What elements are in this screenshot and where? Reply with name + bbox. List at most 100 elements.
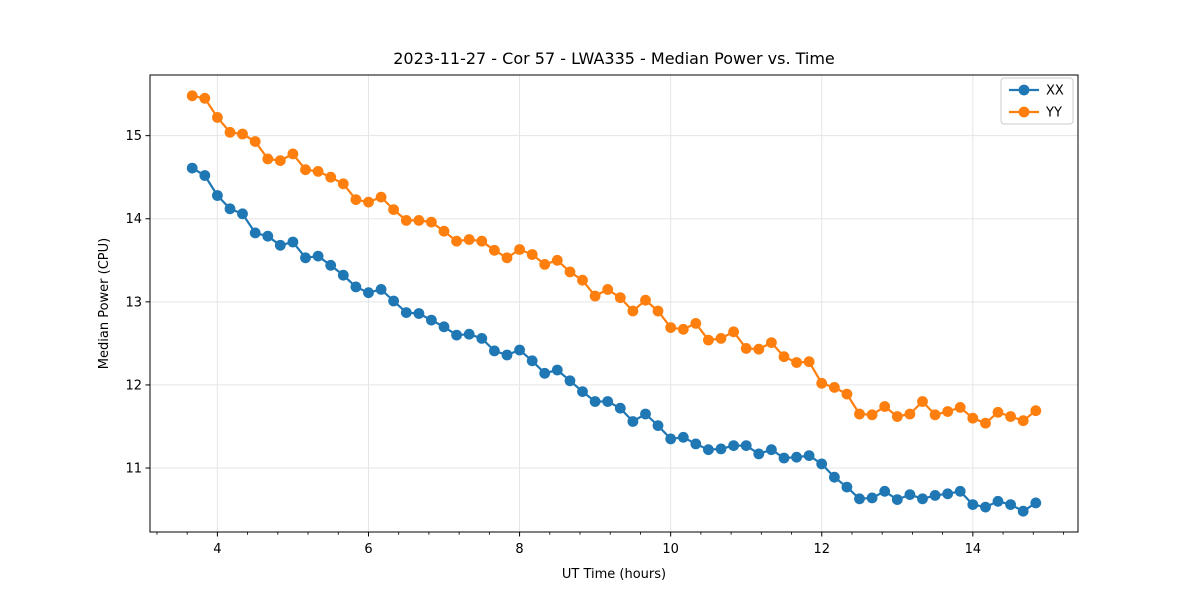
data-point-yy	[816, 377, 828, 389]
data-point-xx	[690, 438, 702, 450]
chart-title: 2023-11-27 - Cor 57 - LWA335 - Median Po…	[393, 49, 835, 68]
data-point-xx	[514, 344, 525, 356]
data-point-yy	[237, 128, 248, 140]
data-point-xx	[539, 367, 551, 379]
data-point-yy	[564, 266, 576, 278]
data-point-yy	[514, 244, 525, 255]
data-point-xx	[803, 450, 815, 461]
data-point-yy	[413, 215, 425, 226]
data-point-xx	[476, 333, 488, 344]
data-point-xx	[451, 329, 462, 341]
data-point-xx	[426, 314, 437, 326]
grid-layer	[150, 75, 1078, 532]
data-point-xx	[287, 236, 299, 248]
data-layer	[186, 90, 1042, 517]
x-axis-label: UT Time (hours)	[562, 567, 666, 582]
x-tick-label: 14	[965, 542, 982, 557]
data-point-yy	[476, 235, 488, 247]
data-point-yy	[1030, 405, 1042, 417]
y-axis-label: Median Power (CPU)	[97, 238, 112, 369]
data-point-xx	[980, 501, 991, 513]
data-point-xx	[400, 307, 412, 318]
data-point-xx	[728, 440, 739, 451]
data-point-xx	[1017, 505, 1029, 517]
data-point-yy	[879, 401, 891, 412]
data-point-yy	[829, 382, 840, 393]
data-point-xx	[463, 328, 475, 340]
data-point-xx	[438, 321, 450, 333]
data-point-yy	[627, 305, 639, 317]
legend-marker-yy	[1018, 106, 1030, 118]
axes-layer	[149, 74, 1079, 533]
data-point-xx	[350, 281, 362, 293]
data-point-yy	[917, 396, 928, 407]
data-point-yy	[388, 204, 399, 216]
data-point-yy	[1017, 415, 1029, 427]
data-point-xx	[929, 490, 941, 501]
data-point-xx	[413, 308, 425, 319]
data-point-yy	[1005, 411, 1016, 422]
data-point-xx	[274, 239, 286, 251]
data-point-xx	[891, 494, 903, 505]
plot-box	[149, 74, 1079, 533]
data-point-yy	[426, 216, 437, 228]
data-point-xx	[312, 250, 324, 262]
data-point-yy	[249, 136, 261, 147]
data-point-xx	[753, 448, 765, 460]
data-point-yy	[577, 274, 588, 286]
data-point-yy	[274, 155, 286, 167]
data-point-xx	[967, 499, 979, 510]
data-point-yy	[652, 305, 664, 317]
data-point-xx	[816, 458, 828, 470]
y-tick-label: 11	[125, 462, 142, 477]
data-point-yy	[589, 290, 601, 302]
legend-marker-xx	[1018, 84, 1030, 96]
data-point-yy	[967, 412, 979, 424]
data-point-yy	[300, 164, 311, 176]
data-point-yy	[715, 333, 727, 344]
data-point-yy	[690, 318, 702, 329]
data-point-yy	[778, 351, 790, 363]
x-tick-label: 12	[813, 542, 830, 557]
data-point-xx	[1005, 499, 1016, 510]
data-point-xx	[677, 431, 689, 443]
data-point-yy	[526, 249, 538, 260]
data-point-xx	[300, 252, 311, 264]
data-point-yy	[224, 126, 236, 138]
data-point-yy	[740, 343, 752, 354]
data-point-xx	[363, 287, 374, 299]
data-point-xx	[577, 386, 588, 397]
y-tick-label: 12	[125, 378, 142, 393]
y-tick-label: 13	[125, 295, 142, 310]
x-tick-label: 8	[515, 542, 523, 557]
data-point-xx	[199, 170, 211, 181]
data-point-yy	[942, 406, 954, 417]
legend: XX YY	[1000, 77, 1074, 125]
data-point-xx	[564, 375, 576, 387]
data-point-yy	[337, 178, 349, 190]
data-point-yy	[199, 92, 211, 104]
data-point-yy	[186, 90, 198, 102]
legend-label-xx: XX	[1046, 84, 1064, 99]
data-point-yy	[262, 153, 274, 165]
data-point-yy	[287, 148, 299, 160]
data-point-yy	[350, 194, 362, 206]
data-point-yy	[400, 215, 412, 226]
data-point-xx	[703, 444, 714, 456]
data-point-xx	[224, 203, 236, 215]
data-point-xx	[614, 402, 626, 414]
data-point-xx	[829, 471, 840, 483]
data-point-xx	[652, 420, 664, 431]
y-tick-label: 15	[125, 129, 142, 144]
data-point-xx	[854, 493, 865, 505]
data-point-yy	[665, 322, 677, 333]
data-point-yy	[677, 323, 689, 335]
y-tick-label: 14	[125, 212, 142, 227]
data-point-xx	[627, 416, 639, 427]
data-point-yy	[489, 244, 500, 256]
data-point-xx	[262, 230, 274, 242]
data-point-yy	[451, 235, 462, 247]
x-tick-label: 10	[662, 542, 679, 557]
data-point-xx	[954, 485, 966, 497]
